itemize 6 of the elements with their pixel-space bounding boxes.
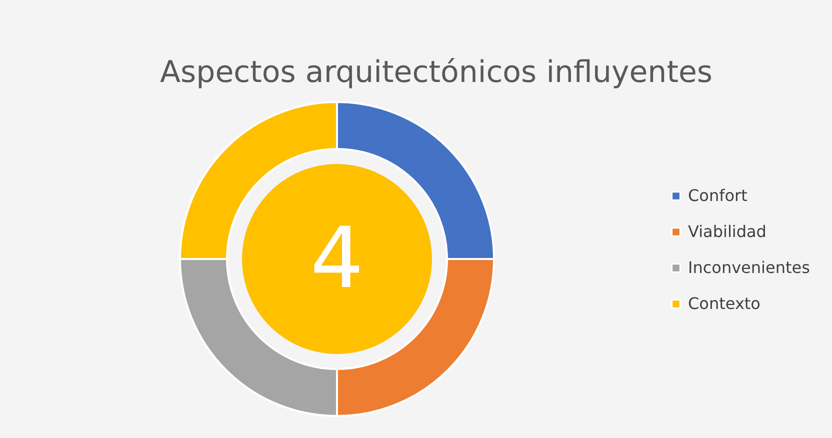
legend-label: Inconvenientes xyxy=(688,258,810,277)
chart-title: Aspectos arquitectónicos influyentes xyxy=(160,55,713,90)
legend-label: Viabilidad xyxy=(688,222,766,241)
legend-label: Contexto xyxy=(688,294,760,313)
legend-label: Confort xyxy=(688,186,748,205)
text: 4 xyxy=(310,209,364,307)
